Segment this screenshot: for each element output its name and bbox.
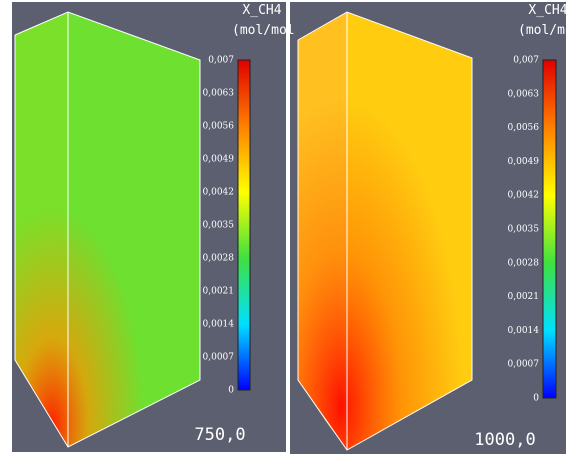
colorbar-tick-label: 0,0049 <box>508 157 540 167</box>
time-label: 1000,0 <box>474 430 535 450</box>
domain-box <box>15 12 200 447</box>
colorbar-tick-label: 0,0007 <box>508 360 540 370</box>
colorbar-tick-label: 0 <box>228 386 234 396</box>
colorbar-tick-label: 0,0056 <box>203 122 235 132</box>
colorbar-tick-label: 0,0042 <box>203 188 235 198</box>
screenshot: X_CH4 (mol/mol 0,007 0,0063 0,0056 0,0049 0,00… <box>0 0 568 457</box>
colorbar-tick-label: 0,0028 <box>203 254 235 264</box>
colorbar-tick-label: 0,0021 <box>508 292 540 302</box>
colorbar-tick-label: 0,0063 <box>508 89 540 99</box>
colorbar-tick-label: 0,0014 <box>203 320 235 330</box>
colorbar-unit: (mol/mol <box>518 23 568 38</box>
colorbar-unit: (mol/mol <box>232 23 295 38</box>
colorbar <box>238 60 250 390</box>
domain-box <box>298 12 472 450</box>
colorbar-title: X_CH4 <box>528 3 567 18</box>
time-label: 750,0 <box>194 425 245 445</box>
colorbar-tick-label: 0,0063 <box>203 89 235 99</box>
colorbar-tick-label: 0,0021 <box>203 287 235 297</box>
colorbar-tick-label: 0,007 <box>513 56 539 66</box>
colorbar-tick-label: 0,0049 <box>203 155 235 165</box>
colorbar <box>543 60 556 398</box>
colorbar-tick-label: 0,0042 <box>508 191 540 201</box>
colorbar-title: X_CH4 <box>242 3 281 18</box>
colorbar-tick-label: 0,0056 <box>508 123 540 133</box>
colorbar-tick-label: 0,0028 <box>508 258 540 268</box>
colorbar-tick-label: 0 <box>533 394 539 404</box>
colorbar-tick-label: 0,0035 <box>203 221 235 231</box>
colorbar-tick-label: 0,007 <box>208 56 234 66</box>
colorbar-tick-label: 0,0014 <box>508 326 540 336</box>
colorbar-tick-label: 0,0035 <box>508 225 540 235</box>
colorbar-tick-label: 0,0007 <box>203 353 235 363</box>
